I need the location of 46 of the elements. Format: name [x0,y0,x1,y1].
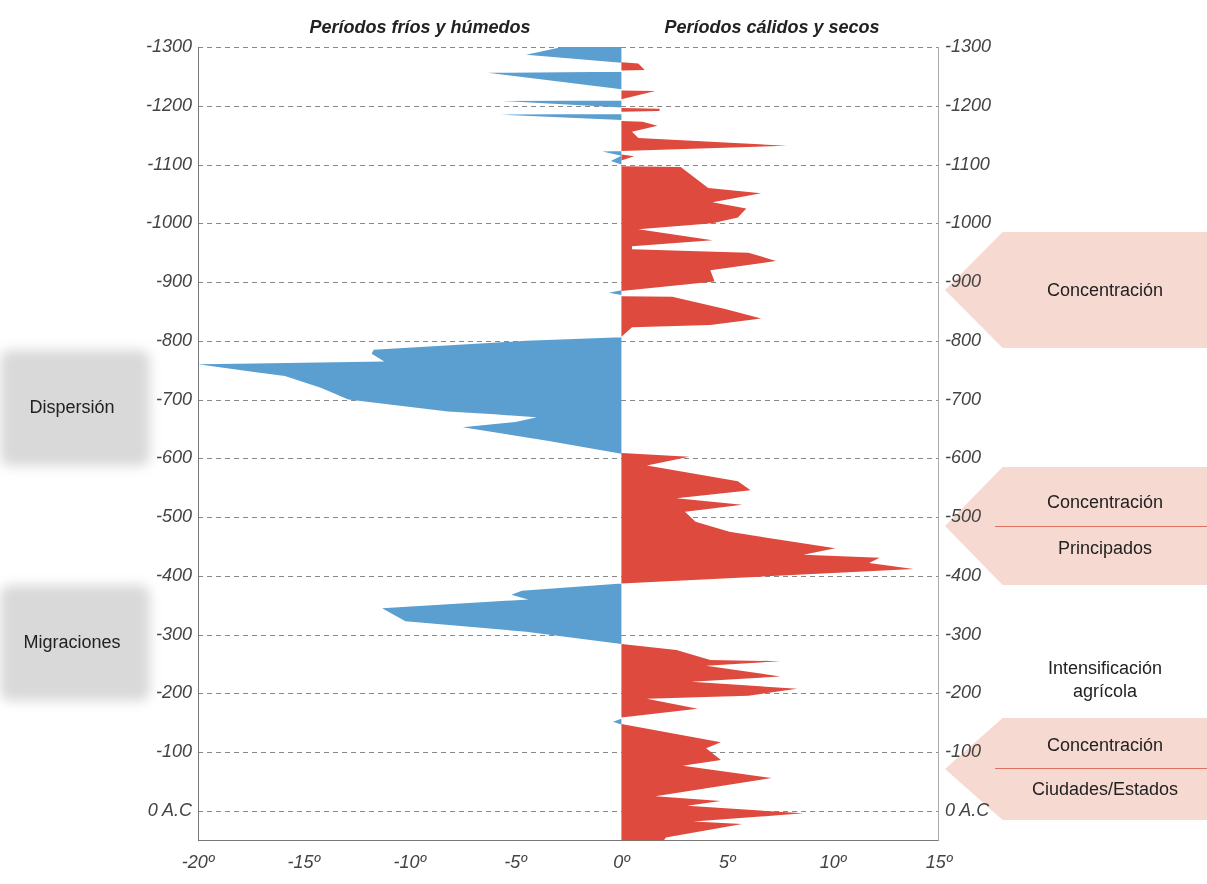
y-tick-label: -1000 [145,212,193,233]
text: Dispersión [28,396,116,420]
y2-tick-label: -400 [944,564,981,585]
y2-tick-label: -200 [944,682,981,703]
y2-tick-label: -1000 [944,212,992,233]
y2-tick-label: -1200 [944,94,992,115]
text: Períodos cálidos y secos [663,16,881,40]
x-tick-label: -10º [393,852,428,873]
y2-tick-label: -100 [944,741,981,762]
x-tick-label: -5º [504,852,529,873]
text: Concentración [1045,491,1165,515]
text: Intensificación agrícola [1046,656,1164,703]
y-tick-label: -500 [156,506,193,527]
y-tick-label: -100 [156,741,193,762]
y2-tick-label: -1100 [944,153,990,174]
y-tick-label: -700 [156,388,193,409]
y-tick-label: -1300 [145,36,193,56]
y2-tick-label: -700 [944,388,981,409]
y2-tick-label: -300 [944,623,981,644]
text: Ciudades/Estados [1030,778,1180,802]
text: Concentración [1045,279,1165,303]
text: Migraciones [22,631,122,655]
x-tick-label: 15º [925,852,954,873]
text: Períodos fríos y húmedos [308,16,532,40]
y-tick-label: 0 A.C [147,800,194,821]
y-tick-label: -1100 [147,153,193,174]
y2-tick-label: -900 [944,271,981,292]
y-tick-label: -400 [156,564,193,585]
y2-tick-label: -500 [944,506,981,527]
y-tick-label: -300 [156,623,193,644]
y-tick-label: -200 [156,682,193,703]
text: Principados [1056,537,1154,561]
x-tick-label: 0º [613,852,632,873]
y-tick-label: -600 [156,447,193,468]
x-tick-label: 5º [718,852,737,873]
y2-tick-label: -600 [944,447,981,468]
y2-tick-label: 0 A.C [944,800,991,821]
text: Concentración [1045,734,1165,758]
x-tick-label: -15º [287,852,322,873]
x-tick-label: 10º [819,852,848,873]
y-tick-label: -1200 [145,94,193,115]
y-tick-label: -800 [156,329,193,350]
y-tick-label: -900 [156,271,193,292]
y2-tick-label: -800 [944,329,981,350]
x-tick-label: -20º [181,852,216,873]
y2-tick-label: -1300 [944,36,992,56]
